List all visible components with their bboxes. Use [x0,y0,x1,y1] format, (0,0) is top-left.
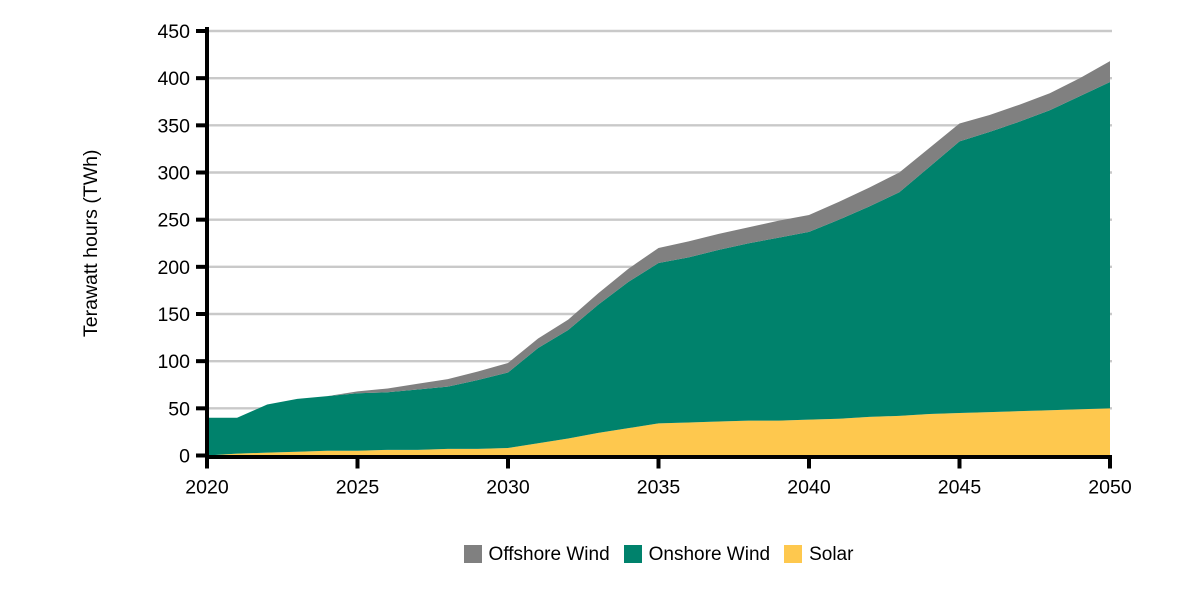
y-tick-label: 350 [157,115,190,137]
y-tick-label: 100 [157,351,190,373]
y-tick-label: 450 [157,21,190,43]
y-axis-title: Terawatt hours (TWh) [80,150,102,337]
y-tick-label: 150 [157,304,190,326]
legend-swatch-icon [623,545,642,563]
y-tick-label: 400 [157,68,190,90]
legend-item-offshore-wind: Offshore Wind [463,543,610,565]
x-tick-label: 2030 [486,477,530,499]
legend-swatch-icon [463,545,482,563]
x-tick-label: 2040 [787,477,831,499]
legend: Offshore Wind Onshore Wind Solar [207,538,1110,570]
legend-label: Onshore Wind [648,543,771,565]
y-tick-label: 50 [168,398,190,420]
x-tick-label: 2025 [336,477,380,499]
x-tick-label: 2045 [938,477,982,499]
legend-item-onshore-wind: Onshore Wind [623,543,771,565]
legend-label: Solar [809,543,854,565]
y-tick-label: 250 [157,210,190,232]
legend-item-solar: Solar [784,545,853,564]
y-tick-label: 200 [157,257,190,279]
y-tick-label: 0 [179,446,190,468]
x-tick-label: 2020 [185,477,229,499]
y-tick-label: 300 [157,163,190,185]
x-tick-label: 2035 [637,477,681,499]
legend-label: Offshore Wind [488,543,610,565]
area-onshore-wind [207,81,1110,456]
area-solar [207,408,1110,456]
x-tick-label: 2050 [1088,477,1132,499]
legend-swatch-icon [784,545,803,563]
